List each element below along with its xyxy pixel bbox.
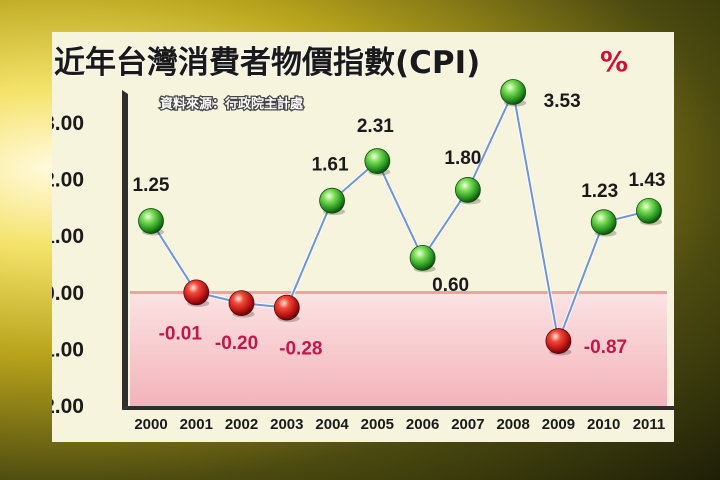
source-note: 資料來源：行政院主計處 — [160, 96, 304, 112]
x-tick-labels: 2000 2001 2002 2003 2004 2005 2006 2007 2008 2009… — [134, 416, 665, 433]
x-tick-label: 2008 — [496, 416, 529, 433]
x-tick-label: 2007 — [451, 416, 484, 433]
unit-label: % — [600, 45, 628, 78]
data-label: 1.43 — [628, 170, 665, 191]
data-point — [636, 197, 662, 224]
data-point — [183, 279, 210, 306]
y-tick-label: 3.00 — [52, 112, 84, 135]
y-axis — [122, 90, 128, 410]
data-label: 3.53 — [544, 91, 581, 112]
y-tick-label: -1.00 — [52, 338, 84, 361]
x-axis — [122, 406, 674, 410]
data-label: 1.80 — [444, 148, 481, 169]
zero-line — [130, 291, 667, 294]
negative-band — [130, 293, 667, 406]
chart-panel: 3.002.001.000.00-1.00-2.00 2000200120022… — [52, 32, 674, 442]
x-tick-label: 2011 — [633, 416, 666, 433]
data-point — [228, 290, 255, 317]
data-label: -0.87 — [584, 337, 627, 358]
data-point — [319, 187, 345, 214]
data-point — [273, 294, 300, 321]
data-point — [590, 209, 617, 236]
data-point — [138, 208, 164, 234]
data-label: 1.61 — [312, 155, 349, 176]
x-tick-label: 2000 — [134, 416, 167, 433]
data-label: 1.25 — [133, 175, 170, 196]
x-tick-label: 2001 — [180, 416, 213, 433]
data-point — [500, 79, 527, 105]
data-point — [409, 244, 436, 271]
data-label: 0.60 — [432, 275, 469, 296]
y-tick-label: -2.00 — [52, 395, 84, 418]
x-tick-label: 2003 — [270, 416, 303, 433]
data-labels: 1.25 -0.01 -0.20 -0.28 1.61 2.31 0.60 1.80 3.53 -… — [133, 91, 666, 360]
data-label: -0.01 — [159, 323, 203, 344]
x-tick-label: 2004 — [315, 416, 349, 433]
cpi-line-chart: 3.002.001.000.00-1.00-2.00 2000200120022… — [52, 44, 674, 433]
y-tick-label: 1.00 — [52, 225, 84, 248]
x-tick-label: 2010 — [587, 416, 620, 433]
y-tick-label: 0.00 — [52, 282, 84, 305]
data-label: -0.28 — [279, 339, 322, 360]
data-point — [545, 328, 572, 354]
x-tick-label: 2009 — [542, 416, 575, 433]
x-tick-label: 2005 — [361, 416, 394, 433]
data-point — [364, 148, 391, 174]
chart-title: 近年台灣消費者物價指數(CPI) — [54, 45, 480, 81]
data-label: 2.31 — [357, 116, 394, 137]
y-tick-label: 2.00 — [52, 169, 84, 192]
x-tick-label: 2006 — [406, 416, 439, 433]
y-tick-labels: 3.00 2.00 1.00 0.00 -1.00 -2.00 — [52, 112, 84, 418]
data-points — [138, 79, 662, 356]
data-label: 1.23 — [581, 181, 618, 202]
data-label: -0.20 — [215, 333, 258, 354]
data-point — [454, 177, 481, 203]
x-tick-label: 2002 — [225, 416, 258, 433]
